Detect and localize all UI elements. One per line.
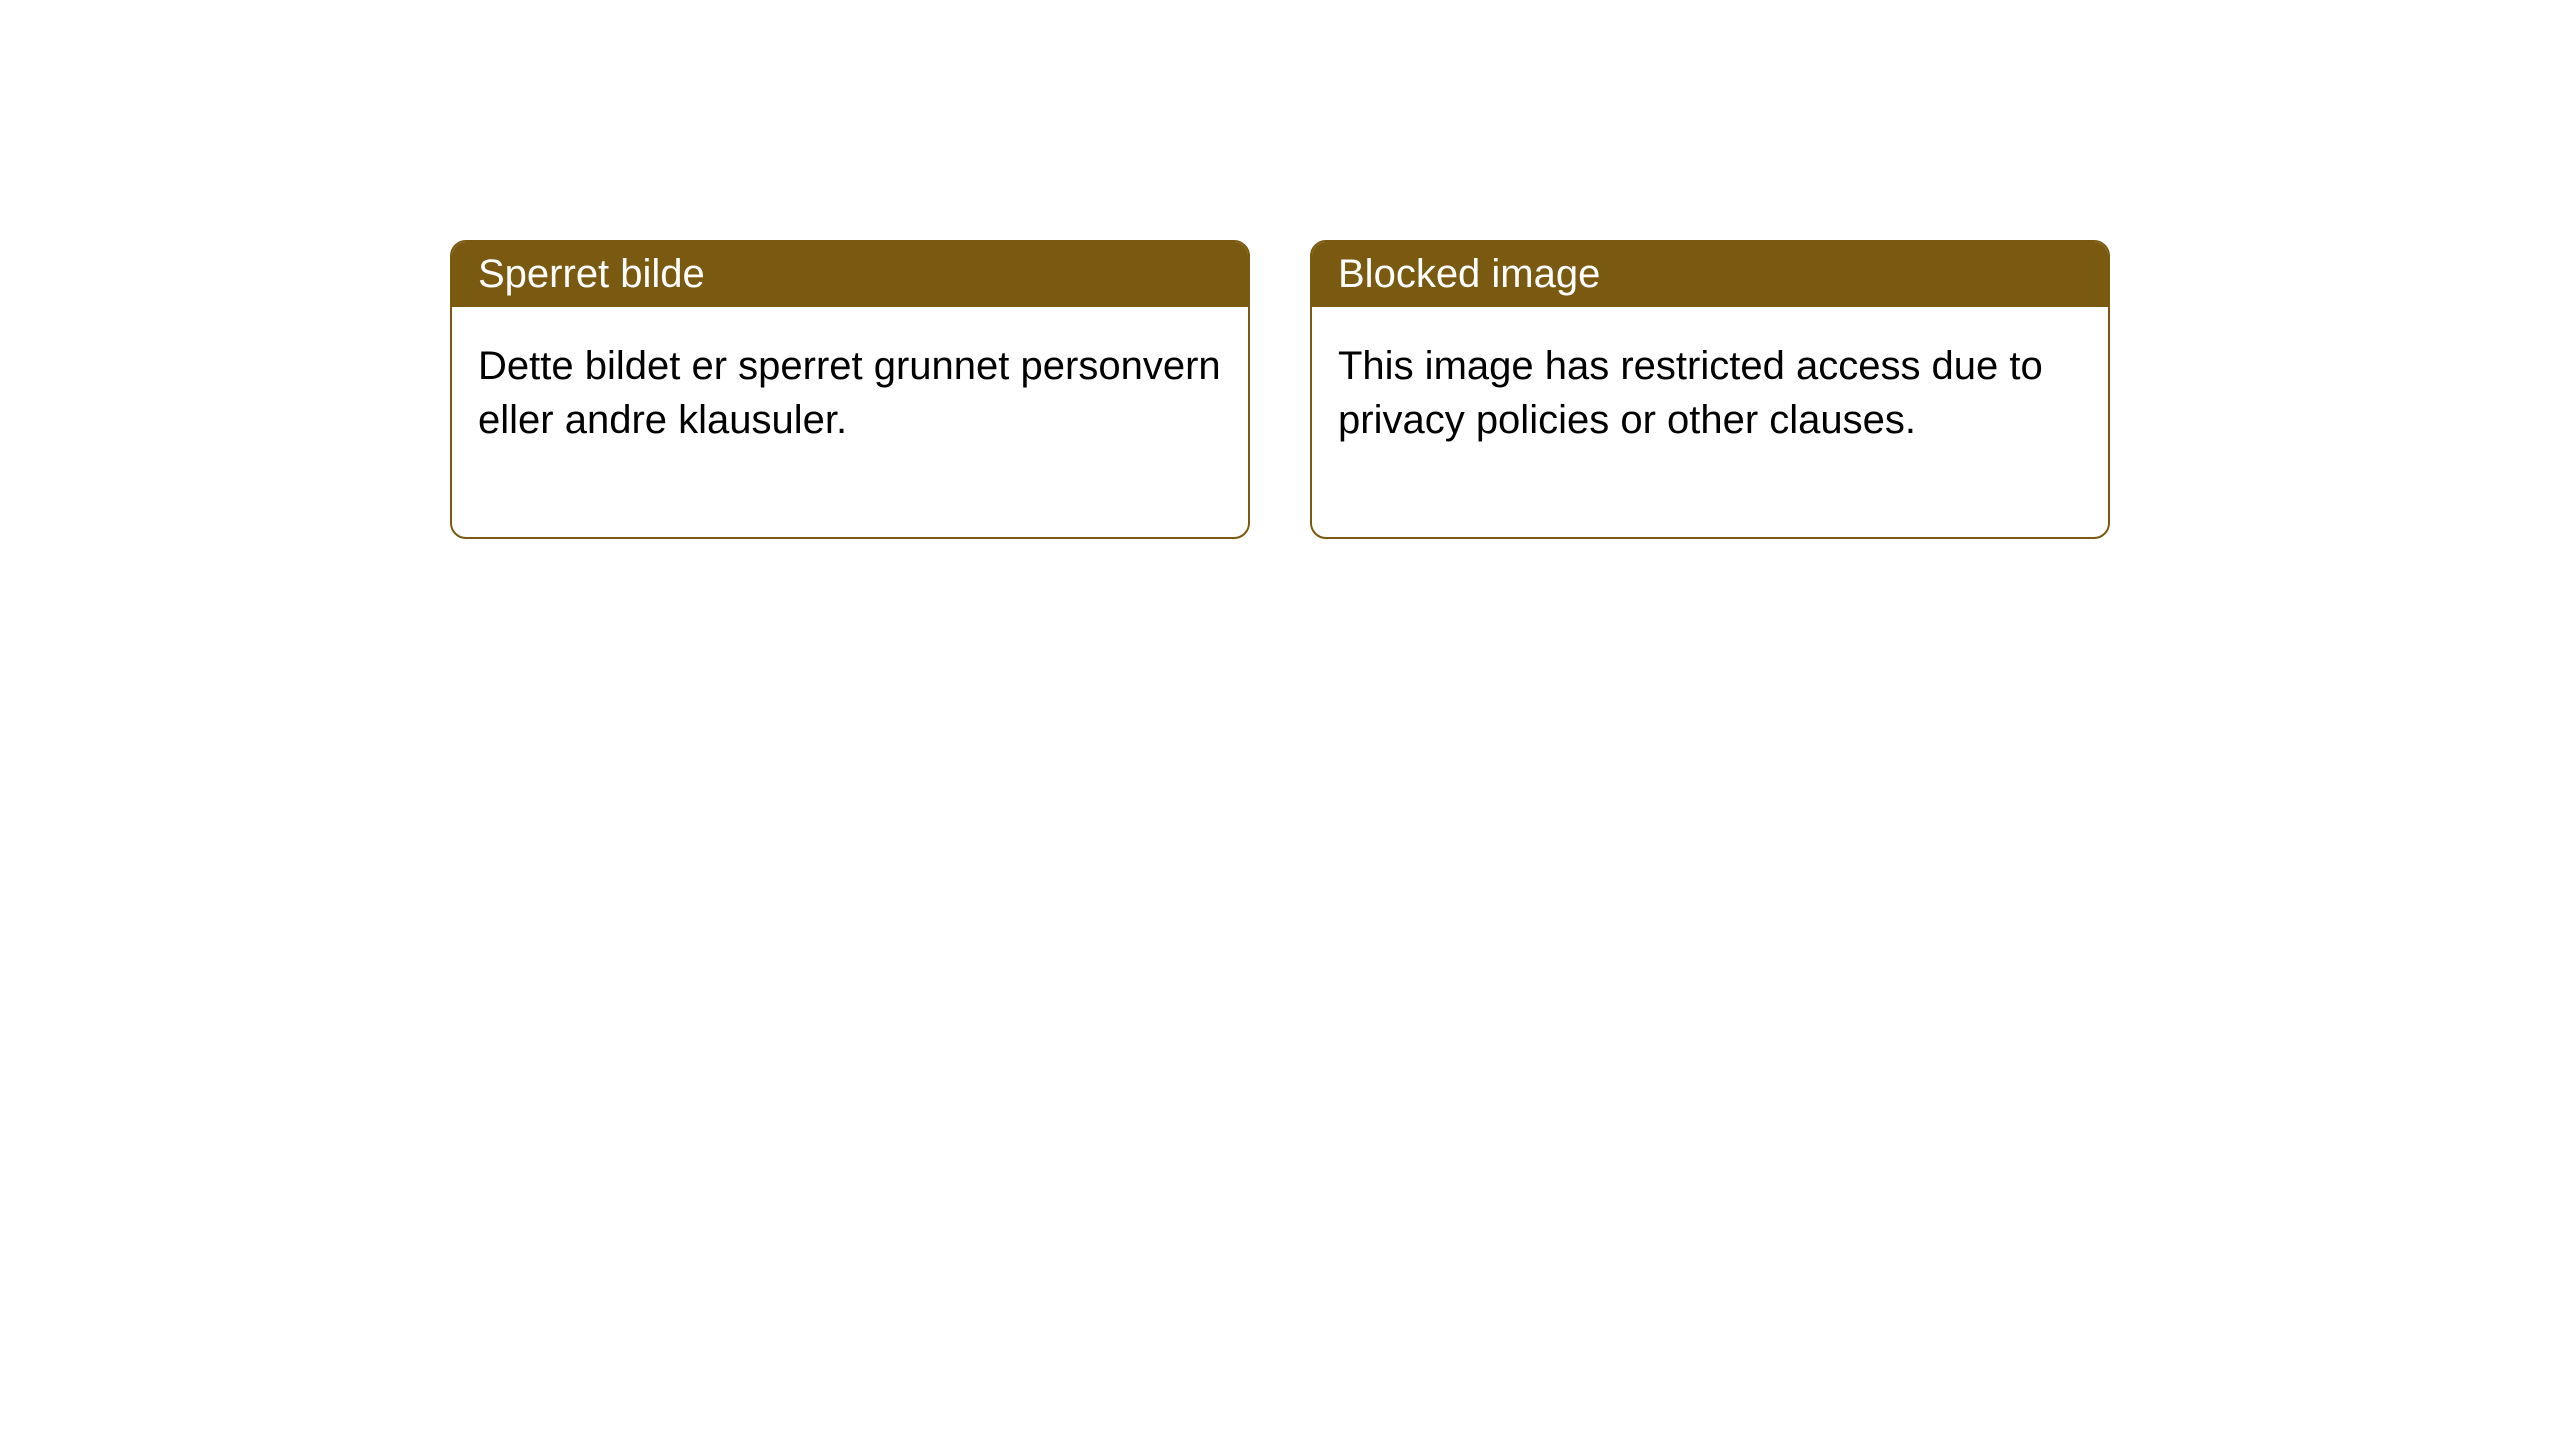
notice-cards-container: Sperret bilde Dette bildet er sperret gr…: [450, 240, 2110, 539]
card-header-en: Blocked image: [1312, 242, 2108, 307]
blocked-image-card-no: Sperret bilde Dette bildet er sperret gr…: [450, 240, 1250, 539]
card-title-no: Sperret bilde: [478, 252, 705, 296]
card-body-en: This image has restricted access due to …: [1312, 307, 2108, 537]
card-body-text-no: Dette bildet er sperret grunnet personve…: [478, 344, 1221, 442]
card-header-no: Sperret bilde: [452, 242, 1248, 307]
blocked-image-card-en: Blocked image This image has restricted …: [1310, 240, 2110, 539]
card-body-text-en: This image has restricted access due to …: [1338, 344, 2043, 442]
card-body-no: Dette bildet er sperret grunnet personve…: [452, 307, 1248, 537]
card-title-en: Blocked image: [1338, 252, 1600, 296]
